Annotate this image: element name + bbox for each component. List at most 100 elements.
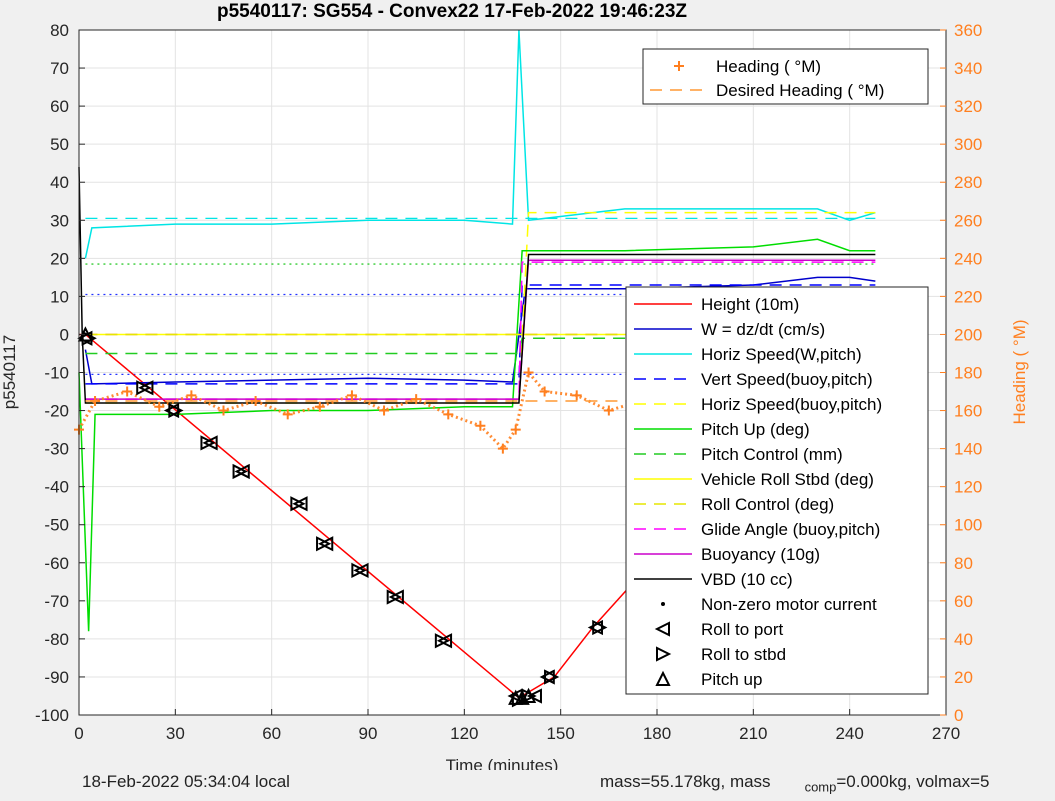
legend-main-label: Roll to port [701,620,783,639]
y-tick-label: -60 [44,554,69,573]
legend-main-label: VBD (10 cc) [701,570,793,589]
legend-main-label: Horiz Speed(W,pitch) [701,345,862,364]
x-tick-label: 60 [262,724,281,743]
roll-to-port-marker [318,536,334,552]
y-axis-label: p5540117 [0,335,19,409]
y2-tick-label: 300 [954,135,982,154]
y2-tick-label: 60 [954,592,973,611]
y2-tick-label: 40 [954,630,973,649]
legend-swatch [655,670,671,686]
y2-tick-label: 140 [954,440,982,459]
y-tick-label: -50 [44,516,69,535]
y-tick-label: 70 [50,59,69,78]
roll-to-port-marker [202,435,218,451]
pitch-up-marker [520,687,537,703]
legend-main-label: Horiz Speed(buoy,pitch) [701,395,882,414]
footer-mass-info: mass=55.178kg, mass comp=0.000kg, volmax… [600,772,1055,794]
roll-to-port-marker [388,589,404,605]
chart: 0 30 60 90 120 150 180 210 240 270-100-90-80-70-6… [0,1,1029,770]
y2-tick-label: 0 [954,706,963,725]
series-horiz-speed-w-pitch [84,29,876,259]
legend-swatch [661,602,665,606]
y-tick-label: -100 [35,706,69,725]
x-tick-label: 90 [359,724,378,743]
y-tick-label: 60 [50,97,69,116]
y2-tick-label: 260 [954,211,982,230]
x-tick-label: 240 [835,724,863,743]
y-tick-label: 80 [50,21,69,40]
y-tick-label: 50 [50,135,69,154]
legend-swatch [654,621,670,637]
y2-tick-label: 100 [954,516,982,535]
legend-main-label: Pitch Up (deg) [701,420,810,439]
roll-to-stbd-marker [434,633,451,649]
y-tick-label: -40 [44,478,69,497]
series-w-dz-dt-cm-s [84,276,876,385]
footer-mass-suffix: =0.000kg, volmax=5 [836,772,990,791]
y2-tick-label: 280 [954,173,982,192]
legend-swatch [656,646,672,662]
y2-tick-label: 120 [954,478,982,497]
chart-title: p5540117: SG554 - Convex22 17-Feb-2022 1… [217,1,687,22]
legend-main-label: Non-zero motor current [701,595,877,614]
y2-tick-label: 200 [954,325,982,344]
legend-main: Height (10m) W = dz/dt (cm/s) Horiz Speed(… [625,286,929,695]
y-tick-label: -30 [44,440,69,459]
footer-local-time: 18-Feb-2022 05:34:04 local [82,772,290,791]
roll-to-port-marker [138,380,154,396]
heading-point [539,386,550,397]
roll-to-port-marker [353,562,369,579]
roll-to-port-marker [526,688,542,704]
y2-tick-label: 20 [954,668,973,687]
roll-to-port-marker [163,402,180,419]
roll-to-stbd-marker [136,380,152,396]
legend-main-label: Vehicle Roll Stbd (deg) [701,470,874,489]
legend-heading-label: Heading ( °M) [716,57,821,76]
roll-to-port-marker [234,463,250,480]
legend-main-label: Buoyancy (10g) [701,545,820,564]
legend-main-label: Vert Speed(buoy,pitch) [701,370,873,389]
y2-tick-label: 340 [954,59,982,78]
legend-main-label: Pitch Control (mm) [701,445,843,464]
y2-tick-label: 320 [954,97,982,116]
roll-to-port-marker [436,633,453,649]
footer-mass-prefix: mass=55.178kg, mass [600,772,771,791]
legend-main-box [625,286,929,695]
y2-tick-label: 240 [954,249,982,268]
y2-axis-label: Heading ( °M) [1010,319,1029,424]
y-tick-label: 30 [50,211,69,230]
legend-main-label: W = dz/dt (cm/s) [701,320,825,339]
roll-to-stbd-marker [544,669,560,685]
y2-tick-label: 160 [954,402,982,421]
y2-tick-label: 220 [954,287,982,306]
roll-to-stbd-marker [290,496,306,512]
roll-to-port-marker [539,669,555,685]
y-tick-label: -80 [44,630,69,649]
y-tick-label: -10 [44,364,69,383]
x-tick-label: 180 [643,724,671,743]
footer-mass-sub: comp [804,779,837,795]
x-tick-label: 30 [166,724,185,743]
roll-to-stbd-marker [386,589,402,605]
footer-mass-spacer [771,772,805,791]
x-tick-label: 270 [932,724,960,743]
y-tick-label: 0 [60,325,69,344]
legend-main-label: Roll Control (deg) [701,495,834,514]
heading-point [497,443,508,454]
roll-to-stbd-marker [232,463,248,480]
roll-to-port-marker [587,619,603,636]
legend-main-label: Pitch up [701,670,762,689]
roll-to-stbd-marker [592,619,608,636]
y-tick-label: 10 [50,287,69,306]
x-tick-label: 210 [739,724,767,743]
y-tick-label: 40 [50,173,69,192]
y2-tick-label: 360 [954,21,982,40]
legend-heading-box [642,48,929,105]
legend-heading-label: Desired Heading ( °M) [716,81,884,100]
roll-to-stbd-marker [521,688,537,704]
y2-tick-label: 180 [954,364,982,383]
y-tick-label: -70 [44,592,69,611]
roll-to-stbd-marker [168,402,184,419]
roll-to-stbd-marker [316,536,332,552]
legend-main-label: Height (10m) [701,295,799,314]
